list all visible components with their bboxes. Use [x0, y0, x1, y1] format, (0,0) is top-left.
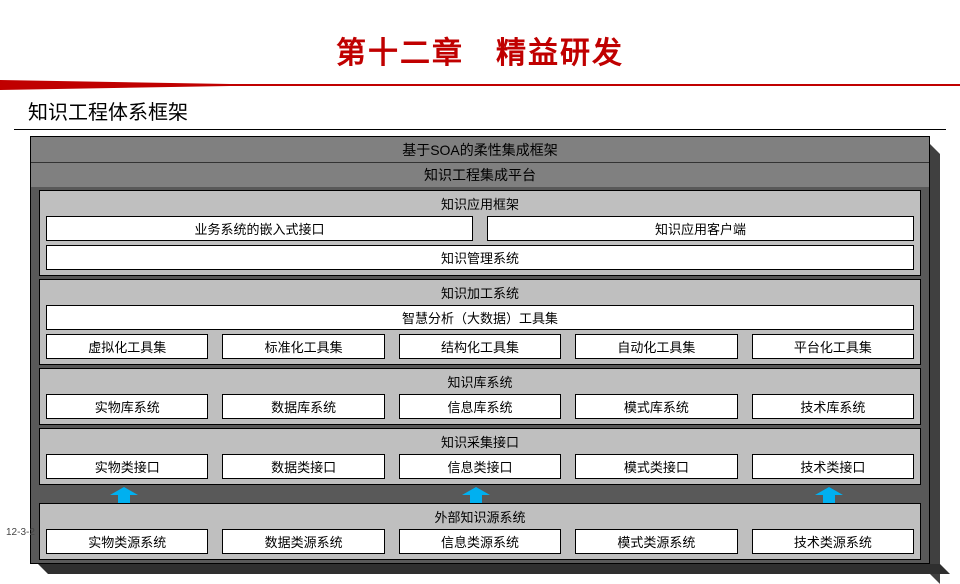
section-title: 知识加工系统	[46, 282, 914, 305]
section: 知识库系统实物库系统数据库系统信息库系统模式库系统技术库系统	[39, 368, 921, 425]
section: 外部知识源系统实物类源系统数据类源系统信息类源系统模式类源系统技术类源系统	[39, 503, 921, 560]
diagram-box: 标准化工具集	[222, 334, 384, 359]
section: 知识采集接口实物类接口数据类接口信息类接口模式类接口技术类接口	[39, 428, 921, 485]
subtitle: 知识工程体系框架	[14, 90, 946, 130]
diagram-box: 技术库系统	[752, 394, 914, 419]
diagram-box: 信息类源系统	[399, 529, 561, 554]
arrow-up-icon	[815, 487, 843, 503]
diagram-box: 结构化工具集	[399, 334, 561, 359]
divider-wedge	[0, 80, 230, 90]
chapter-title: 第十二章 精益研发	[0, 0, 960, 72]
diagram-box: 数据类接口	[222, 454, 384, 479]
outer-frame-title: 基于SOA的柔性集成框架	[31, 137, 929, 163]
diagram-box: 业务系统的嵌入式接口	[46, 216, 473, 241]
section: 知识应用框架业务系统的嵌入式接口知识应用客户端知识管理系统	[39, 190, 921, 276]
diagram-box: 实物类源系统	[46, 529, 208, 554]
diagram-box: 信息类接口	[399, 454, 561, 479]
diagram-box: 信息库系统	[399, 394, 561, 419]
section-row: 虚拟化工具集标准化工具集结构化工具集自动化工具集平台化工具集	[46, 334, 914, 359]
diagram-box: 模式类接口	[575, 454, 737, 479]
frame-shadow-bottom	[38, 564, 950, 574]
diagram-box: 知识应用客户端	[487, 216, 914, 241]
section-row: 实物库系统数据库系统信息库系统模式库系统技术库系统	[46, 394, 914, 419]
section-title: 知识库系统	[46, 371, 914, 394]
diagram-box: 知识管理系统	[46, 245, 914, 270]
arrow-row	[39, 488, 921, 502]
section-row: 业务系统的嵌入式接口知识应用客户端	[46, 216, 914, 241]
page-number: 12-3-2	[6, 527, 35, 538]
section-row: 智慧分析（大数据）工具集	[46, 305, 914, 330]
section: 知识加工系统智慧分析（大数据）工具集虚拟化工具集标准化工具集结构化工具集自动化工…	[39, 279, 921, 365]
platform-title: 知识工程集成平台	[31, 163, 929, 187]
diagram-box: 虚拟化工具集	[46, 334, 208, 359]
diagram-box: 实物类接口	[46, 454, 208, 479]
section-title: 知识应用框架	[46, 193, 914, 216]
diagram-box: 技术类接口	[752, 454, 914, 479]
diagram-box: 数据库系统	[222, 394, 384, 419]
title-bar: 第十二章 精益研发	[0, 0, 960, 90]
diagram-box: 平台化工具集	[752, 334, 914, 359]
section-title: 知识采集接口	[46, 431, 914, 454]
diagram-box: 模式库系统	[575, 394, 737, 419]
section-row: 实物类接口数据类接口信息类接口模式类接口技术类接口	[46, 454, 914, 479]
diagram-box: 智慧分析（大数据）工具集	[46, 305, 914, 330]
section-row: 实物类源系统数据类源系统信息类源系统模式类源系统技术类源系统	[46, 529, 914, 554]
section-row: 知识管理系统	[46, 245, 914, 270]
arrow-up-icon	[462, 487, 490, 503]
diagram-box: 数据类源系统	[222, 529, 384, 554]
diagram-frame: 基于SOA的柔性集成框架 知识工程集成平台 知识应用框架业务系统的嵌入式接口知识…	[30, 136, 930, 564]
diagram-box: 自动化工具集	[575, 334, 737, 359]
diagram-box: 实物库系统	[46, 394, 208, 419]
arrow-up-icon	[110, 487, 138, 503]
frame-shadow-right	[930, 144, 940, 584]
diagram-box: 模式类源系统	[575, 529, 737, 554]
diagram-box: 技术类源系统	[752, 529, 914, 554]
section-title: 外部知识源系统	[46, 506, 914, 529]
